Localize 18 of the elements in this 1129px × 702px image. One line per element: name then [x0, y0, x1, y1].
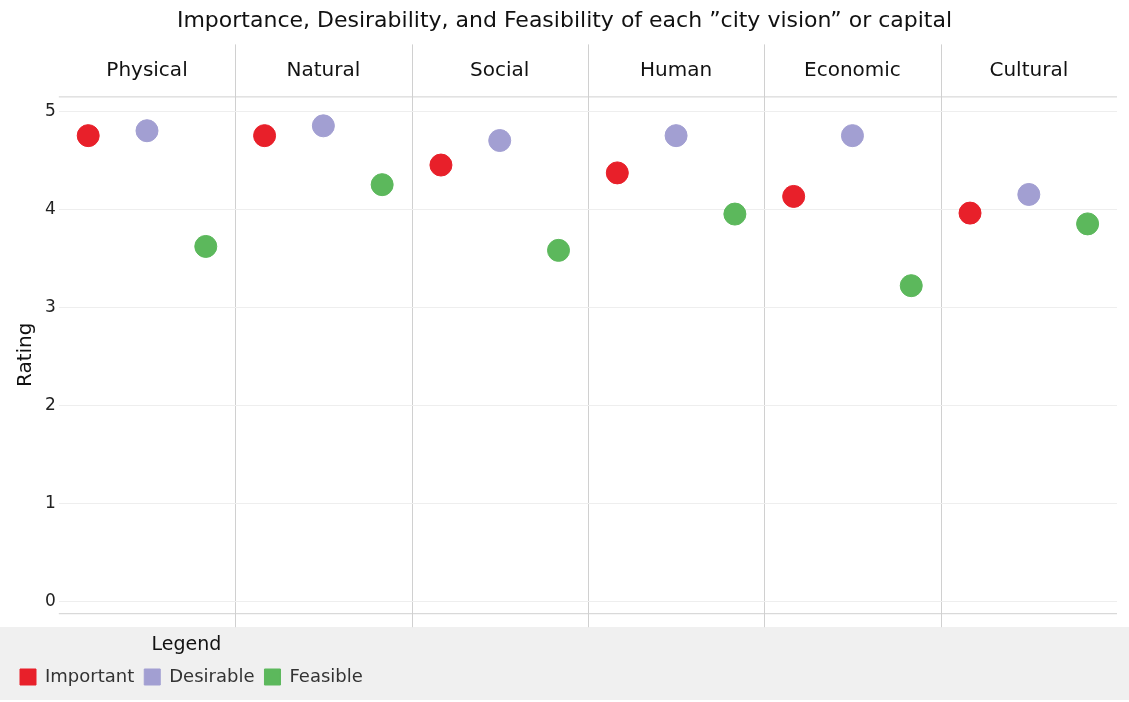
legend-label: Desirable	[169, 664, 255, 686]
legend-label: Important	[45, 664, 135, 686]
legend-title: Legend	[151, 631, 222, 654]
x-tick-label: Natural	[286, 56, 361, 81]
legend-label: Feasible	[289, 664, 363, 686]
chart-title: Importance, Desirability, and Feasibility of each ”city vision” or capital	[176, 6, 953, 32]
x-tick-label: Social	[470, 56, 530, 81]
x-tick-label: Cultural	[989, 56, 1069, 81]
y-tick-label: 5	[44, 99, 56, 120]
y-tick-label: 4	[44, 197, 56, 218]
y-tick-label: 2	[44, 393, 56, 414]
y-tick-label: 3	[44, 295, 56, 316]
y-axis-title: Rating	[12, 322, 37, 388]
x-tick-label: Human	[640, 56, 713, 81]
y-tick-label: 0	[44, 589, 56, 610]
x-tick-label: Physical	[106, 56, 188, 81]
y-tick-label: 1	[44, 491, 56, 512]
x-tick-label: Economic	[804, 56, 901, 81]
